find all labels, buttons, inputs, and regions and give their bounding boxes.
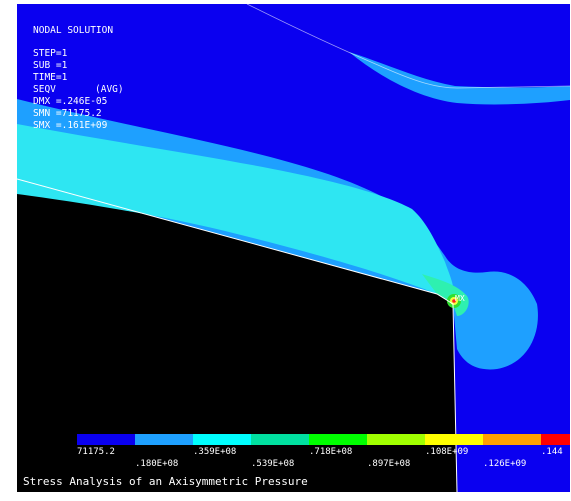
dmx-text: DMX =.246E-05 [33, 96, 108, 107]
graphics-viewport[interactable]: NODAL SOLUTION STEP=1 SUB =1 TIME=1 SEQV… [17, 4, 570, 492]
seqv-label: SEQV [33, 84, 56, 95]
legend-label: .144 [541, 447, 563, 457]
legend-swatch [425, 434, 483, 445]
top-lobe-outline [246, 4, 570, 89]
contour-legend-bar [77, 434, 570, 445]
legend-label: .126E+09 [483, 459, 527, 469]
legend-label: .718E+08 [309, 447, 353, 457]
legend-label: 71175.2 [77, 447, 115, 457]
smn-text: SMN =71175.2 [33, 108, 102, 119]
plot-caption: Stress Analysis of an Axisymmetric Press… [23, 475, 308, 488]
geometry-outline [17, 178, 458, 492]
legend-swatch [483, 434, 541, 445]
time-text: TIME=1 [33, 72, 68, 83]
stress-contour-plot [17, 4, 570, 492]
legend-label: .359E+08 [193, 447, 237, 457]
mx-marker-label: MX [455, 294, 465, 303]
legend-swatch [367, 434, 425, 445]
smx-text: SMX =.161E+09 [33, 120, 108, 131]
hot-spot-red [452, 299, 456, 303]
step-text: STEP=1 [33, 48, 68, 59]
legend-label: .108E+09 [425, 447, 469, 457]
legend-swatch [251, 434, 309, 445]
seqv-avg-label: (AVG) [95, 84, 124, 95]
legend-label: .897E+08 [367, 459, 411, 469]
contour-region-top-lobe [349, 52, 570, 105]
legend-swatch [309, 434, 367, 445]
legend-label: .539E+08 [251, 459, 295, 469]
legend-swatch [135, 434, 193, 445]
sub-text: SUB =1 [33, 60, 68, 71]
legend-swatch [193, 434, 251, 445]
contour-region-cyan-strip [17, 124, 455, 304]
legend-swatch [77, 434, 135, 445]
legend-label: .180E+08 [135, 459, 179, 469]
nodal-solution-heading: NODAL SOLUTION [33, 25, 114, 36]
legend-swatch [541, 434, 570, 445]
contour-region-base [17, 4, 570, 492]
